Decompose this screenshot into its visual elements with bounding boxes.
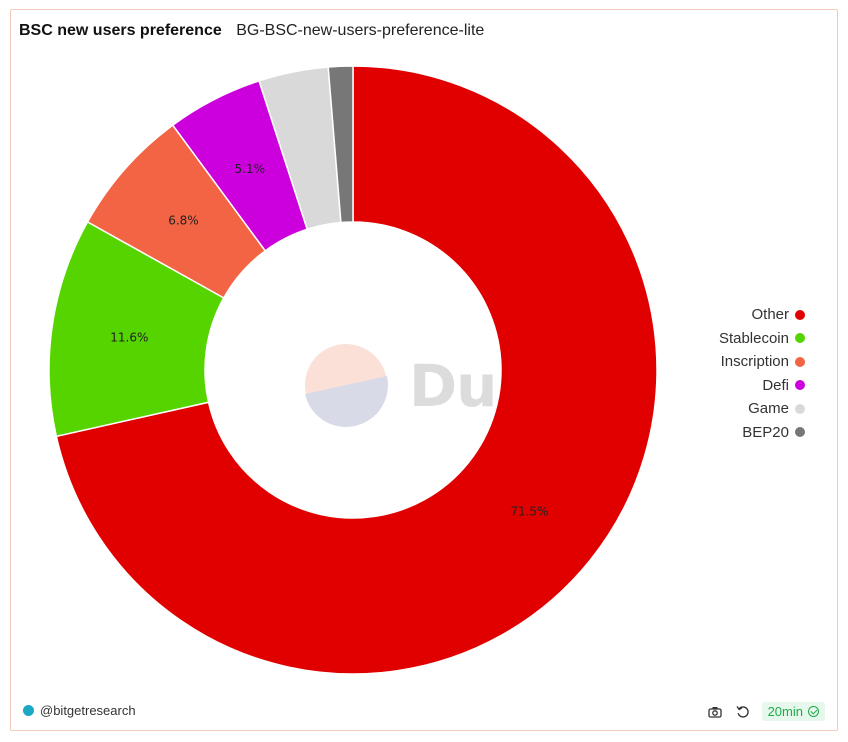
legend-label: Defi <box>762 376 789 394</box>
legend-label: BEP20 <box>742 423 789 441</box>
dune-logo-icon <box>305 344 388 427</box>
camera-icon[interactable] <box>706 703 724 721</box>
refresh-badge[interactable]: 20min <box>761 702 825 721</box>
footer-actions: 20min <box>706 702 825 721</box>
slice-other[interactable] <box>55 65 658 675</box>
legend-dot <box>795 356 805 367</box>
check-circle-icon <box>808 706 819 717</box>
slice-stablecoin[interactable] <box>48 220 225 438</box>
donut-chart: 71.5% 11.6% 6.8% 5.1% <box>48 65 658 675</box>
legend-item-inscription[interactable]: Inscription <box>719 350 805 374</box>
chart-card: BSC new users preference BG-BSC-new-user… <box>10 9 838 731</box>
legend-label: Stablecoin <box>718 329 789 347</box>
chart-title: BSC new users preference <box>19 22 222 39</box>
slice-bep20[interactable] <box>327 65 354 224</box>
slice-label-inscription: 6.8% <box>168 214 199 228</box>
legend-dot <box>795 380 805 391</box>
legend-item-bep20[interactable]: BEP20 <box>719 421 805 445</box>
legend-dot <box>795 427 805 438</box>
author-tag[interactable]: @bitgetresearch <box>23 703 136 718</box>
legend-dot <box>795 309 805 320</box>
legend-label: Inscription <box>720 353 789 371</box>
legend-label: Other <box>751 306 789 324</box>
legend-item-stablecoin[interactable]: Stablecoin <box>719 327 805 351</box>
query-name[interactable]: BG-BSC-new-users-preference-lite <box>236 22 485 39</box>
author-name[interactable]: @bitgetresearch <box>40 703 136 718</box>
legend-item-defi[interactable]: Defi <box>719 374 805 398</box>
legend-label: Game <box>748 400 789 418</box>
refresh-icon[interactable] <box>734 703 752 721</box>
legend-item-other[interactable]: Other <box>719 303 805 327</box>
slice-label-other: 71.5% <box>510 504 548 518</box>
chart-legend: Other Stablecoin Inscription Defi Game BEP20 <box>719 303 805 444</box>
slice-label-defi: 5.1% <box>235 162 266 176</box>
refresh-interval: 20min <box>767 704 803 719</box>
slice-label-stablecoin: 11.6% <box>110 330 148 344</box>
legend-item-game[interactable]: Game <box>719 397 805 421</box>
chart-header: BSC new users preference BG-BSC-new-user… <box>19 22 484 40</box>
legend-dot <box>795 333 805 344</box>
legend-dot <box>795 403 805 414</box>
avatar-icon <box>23 705 34 716</box>
